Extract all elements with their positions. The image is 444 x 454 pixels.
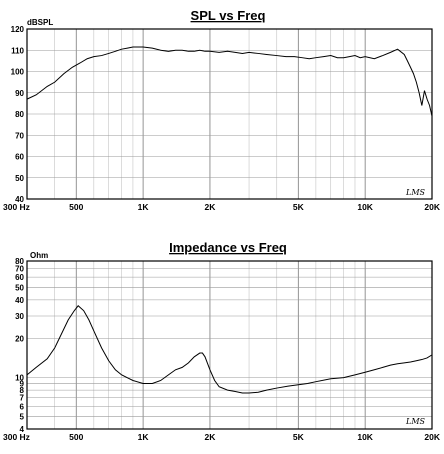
impedance-curve <box>26 305 433 394</box>
impedance-x-tick-label: 5K <box>293 432 305 442</box>
spl-x-tick-label: 500 <box>69 202 83 212</box>
spl-y-tick-label: 110 <box>11 46 24 55</box>
spl-y-tick-label: 90 <box>15 89 24 98</box>
impedance-x-tick-label: 2K <box>205 432 217 442</box>
spl-chart: SPL vs Freq dBSPL 405060708090100110120 … <box>3 8 441 212</box>
impedance-y-tick-label: 8 <box>20 386 25 395</box>
spl-gridlines <box>26 28 433 200</box>
impedance-x-tick-label: 300 Hz <box>3 432 30 442</box>
spl-y-tick-label: 50 <box>15 174 24 183</box>
impedance-watermark: LMS <box>405 417 426 426</box>
spl-x-tick-labels: 300 Hz 500 1K 2K 5K 10K 20K <box>3 202 441 212</box>
impedance-x-tick-label: 20K <box>424 432 440 442</box>
impedance-y-tick-label: 50 <box>15 283 24 292</box>
spl-chart-title: SPL vs Freq <box>191 8 266 23</box>
impedance-chart-title: Impedance vs Freq <box>169 240 287 255</box>
spl-y-tick-label: 70 <box>15 131 24 140</box>
impedance-y-tick-label: 5 <box>20 412 25 421</box>
spl-x-tick-label: 300 Hz <box>3 202 30 212</box>
spl-x-tick-label: 5K <box>293 202 305 212</box>
impedance-x-tick-label: 500 <box>69 432 83 442</box>
spl-watermark: LMS <box>405 188 426 197</box>
spl-y-tick-label: 120 <box>11 25 25 34</box>
spl-x-tick-label: 20K <box>424 202 440 212</box>
impedance-y-tick-label: 70 <box>15 264 24 273</box>
impedance-y-tick-label: 60 <box>15 273 24 282</box>
spl-y-tick-label: 60 <box>15 153 24 162</box>
impedance-y-tick-label: 30 <box>15 312 24 321</box>
spl-curve <box>26 46 433 117</box>
spl-y-tick-label: 100 <box>11 68 25 77</box>
impedance-x-tick-label: 1K <box>138 432 150 442</box>
spl-y-tick-label: 80 <box>15 110 24 119</box>
spl-x-tick-label: 2K <box>205 202 217 212</box>
impedance-gridlines <box>26 260 433 430</box>
spl-y-axis-unit: dBSPL <box>27 18 53 27</box>
impedance-x-tick-label: 10K <box>357 432 373 442</box>
impedance-y-tick-label: 9 <box>20 380 25 389</box>
spl-y-tick-label: 40 <box>15 195 24 204</box>
spl-x-tick-label: 1K <box>138 202 150 212</box>
impedance-y-axis-unit: Ohm <box>30 251 48 260</box>
impedance-y-tick-label: 4 <box>20 425 25 434</box>
spl-y-tick-labels: 40 50 60 70 80 90 100 110 120 <box>11 25 25 204</box>
impedance-y-tick-label: 6 <box>20 402 25 411</box>
impedance-y-tick-label: 20 <box>15 335 24 344</box>
impedance-y-tick-label: 80 <box>15 257 24 266</box>
impedance-x-tick-labels: 300 Hz 500 1K 2K 5K 10K 20K <box>3 432 441 442</box>
spl-x-tick-label: 10K <box>357 202 373 212</box>
impedance-y-tick-label: 40 <box>15 296 24 305</box>
impedance-y-tick-label: 10 <box>15 374 24 383</box>
impedance-plot-frame <box>26 260 433 430</box>
impedance-y-tick-label: 7 <box>20 394 25 403</box>
